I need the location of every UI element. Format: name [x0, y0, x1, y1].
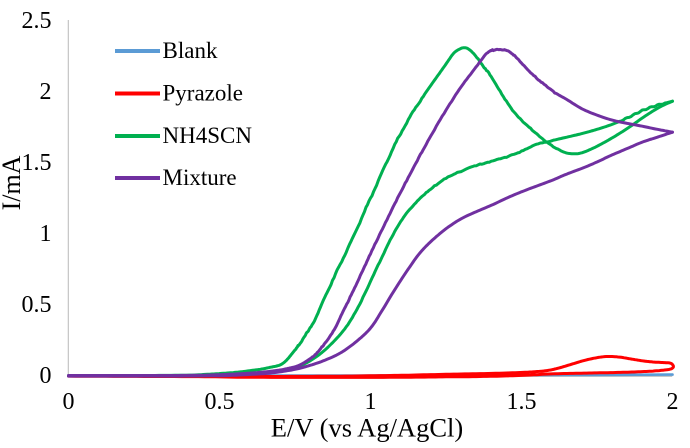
svg-text:Mixture: Mixture — [163, 165, 237, 190]
svg-text:0: 0 — [63, 389, 75, 415]
svg-text:1: 1 — [40, 221, 52, 247]
svg-text:1: 1 — [365, 389, 377, 415]
svg-text:0: 0 — [40, 363, 52, 389]
svg-text:NH4SCN: NH4SCN — [163, 123, 253, 148]
svg-text:2.5: 2.5 — [22, 8, 52, 34]
svg-text:0.5: 0.5 — [205, 389, 235, 415]
svg-text:0.5: 0.5 — [22, 292, 52, 318]
svg-text:2: 2 — [40, 79, 52, 105]
svg-text:1.5: 1.5 — [507, 389, 537, 415]
svg-text:1.5: 1.5 — [22, 150, 52, 176]
svg-text:E/V (vs Ag/AgCl): E/V (vs Ag/AgCl) — [271, 413, 463, 443]
svg-text:I/mA: I/mA — [0, 155, 26, 210]
svg-text:Blank: Blank — [163, 38, 218, 63]
svg-text:2: 2 — [667, 389, 679, 415]
svg-text:Pyrazole: Pyrazole — [163, 80, 243, 105]
